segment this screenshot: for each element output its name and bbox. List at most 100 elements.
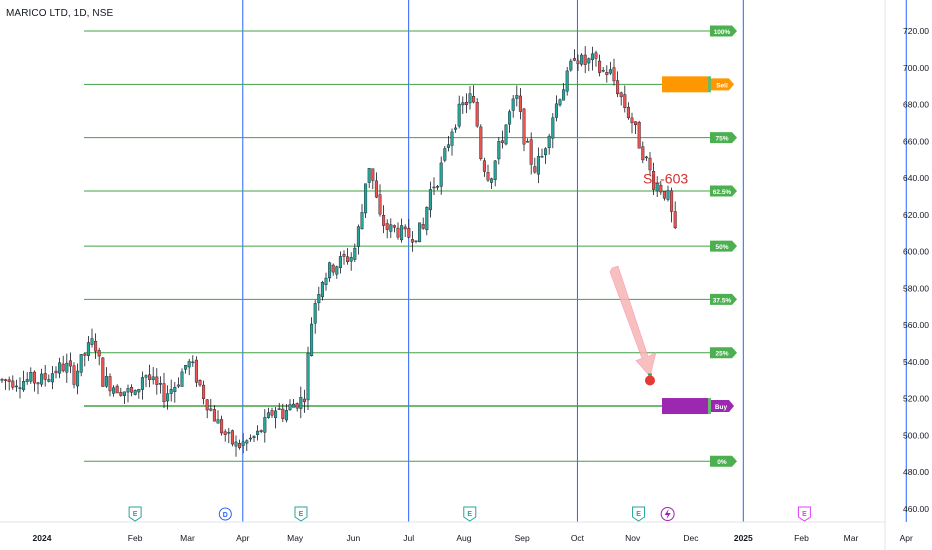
candle[interactable] — [385, 219, 389, 239]
candle[interactable] — [317, 286, 321, 311]
candle[interactable] — [216, 410, 220, 424]
candle[interactable] — [259, 429, 263, 434]
earnings-marker-icon[interactable]: E — [463, 506, 477, 522]
candle[interactable] — [22, 370, 26, 392]
candle[interactable] — [284, 404, 288, 423]
candle[interactable] — [662, 191, 666, 201]
candle[interactable] — [547, 133, 551, 155]
candle[interactable] — [382, 205, 386, 234]
candle[interactable] — [166, 385, 170, 410]
candle[interactable] — [47, 374, 51, 383]
candle[interactable] — [558, 98, 562, 107]
candle[interactable] — [562, 83, 566, 101]
candle[interactable] — [450, 128, 454, 156]
candle[interactable] — [504, 124, 508, 146]
candle[interactable] — [40, 368, 44, 387]
candle[interactable] — [403, 224, 407, 237]
candle[interactable] — [349, 252, 353, 271]
candle[interactable] — [202, 380, 206, 405]
candle[interactable] — [234, 435, 238, 457]
candle[interactable] — [446, 136, 450, 152]
candle[interactable] — [500, 130, 504, 149]
candle[interactable] — [414, 240, 418, 244]
candle[interactable] — [432, 177, 436, 196]
candle[interactable] — [569, 58, 573, 72]
candle[interactable] — [86, 336, 90, 361]
candle[interactable] — [594, 50, 598, 67]
earnings-marker-icon[interactable]: E — [128, 506, 142, 522]
candle[interactable] — [313, 300, 317, 334]
candle[interactable] — [223, 429, 227, 442]
candle[interactable] — [468, 86, 472, 110]
candle[interactable] — [76, 363, 80, 395]
candle[interactable] — [410, 231, 414, 252]
candle[interactable] — [295, 402, 299, 412]
candle[interactable] — [436, 184, 440, 191]
candle[interactable] — [97, 347, 101, 366]
candle[interactable] — [43, 365, 47, 387]
candle[interactable] — [32, 370, 36, 392]
candle[interactable] — [461, 96, 465, 114]
candle[interactable] — [634, 121, 638, 135]
candle[interactable] — [400, 218, 404, 243]
candle[interactable] — [277, 402, 281, 410]
candle[interactable] — [58, 357, 62, 379]
candle[interactable] — [288, 399, 292, 411]
candle[interactable] — [4, 378, 8, 390]
candle[interactable] — [122, 391, 126, 404]
candle[interactable] — [374, 172, 378, 199]
lightning-marker-icon[interactable] — [660, 507, 675, 521]
candle[interactable] — [338, 251, 342, 274]
candle[interactable] — [302, 389, 306, 413]
candle[interactable] — [479, 124, 483, 161]
candle[interactable] — [616, 71, 620, 98]
candle[interactable] — [356, 224, 360, 255]
candle[interactable] — [115, 384, 119, 394]
candle[interactable] — [637, 120, 641, 149]
candle[interactable] — [371, 168, 375, 190]
candle[interactable] — [306, 346, 310, 411]
candle[interactable] — [266, 407, 270, 419]
candle[interactable] — [198, 379, 202, 387]
candle[interactable] — [248, 434, 252, 442]
candle[interactable] — [493, 159, 497, 187]
candle[interactable] — [439, 156, 443, 195]
candle[interactable] — [572, 49, 576, 62]
candle[interactable] — [511, 95, 515, 118]
candle[interactable] — [227, 427, 231, 444]
candle[interactable] — [68, 352, 72, 374]
candle[interactable] — [173, 382, 177, 403]
candle[interactable] — [644, 155, 648, 161]
candle[interactable] — [418, 222, 422, 243]
candle[interactable] — [490, 177, 494, 189]
candle[interactable] — [576, 54, 580, 71]
candle[interactable] — [670, 187, 674, 223]
candle[interactable] — [137, 388, 141, 399]
candle[interactable] — [65, 353, 69, 383]
candle[interactable] — [623, 85, 627, 113]
candle[interactable] — [533, 157, 537, 174]
fibonacci-levels[interactable]: 100% 75% 62.5% 50% 37.5% 25% 0% Sell Buy — [84, 25, 737, 467]
candle[interactable] — [346, 248, 350, 265]
candle[interactable] — [54, 366, 58, 379]
buy-zone[interactable]: Buy — [662, 398, 734, 415]
candle[interactable] — [364, 183, 368, 218]
candle[interactable] — [666, 185, 670, 202]
candle[interactable] — [425, 206, 429, 236]
candle[interactable] — [310, 317, 314, 357]
candle[interactable] — [130, 384, 134, 397]
candle[interactable] — [587, 57, 591, 72]
candle[interactable] — [518, 87, 522, 120]
candle[interactable] — [392, 224, 396, 233]
candle[interactable] — [0, 378, 4, 384]
candle[interactable] — [101, 357, 105, 387]
candle[interactable] — [619, 91, 623, 106]
dividend-marker-icon[interactable]: D — [218, 507, 232, 521]
candle[interactable] — [464, 93, 468, 114]
candle[interactable] — [144, 374, 148, 388]
candle[interactable] — [342, 250, 346, 265]
candle[interactable] — [612, 58, 616, 86]
candle[interactable] — [497, 136, 501, 165]
candle[interactable] — [648, 152, 652, 176]
